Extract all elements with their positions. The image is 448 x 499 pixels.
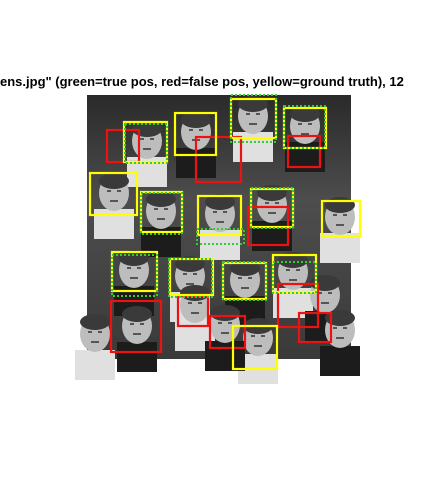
true-positive-box <box>124 123 168 164</box>
true-positive-box <box>196 228 245 245</box>
detections-layer <box>88 94 362 371</box>
ground-truth-box <box>122 120 169 164</box>
true-positive-box <box>168 258 213 298</box>
ground-truth-box <box>231 324 279 371</box>
false-positive-box <box>176 294 210 328</box>
true-positive-box <box>111 254 158 297</box>
false-positive-box <box>208 314 247 350</box>
ground-truth-box <box>229 97 278 140</box>
false-positive-box <box>286 134 322 169</box>
child-face <box>75 314 115 380</box>
true-positive-box <box>250 187 294 229</box>
true-positive-box <box>283 105 326 149</box>
ground-truth-box <box>196 194 243 237</box>
ground-truth-box <box>173 111 218 157</box>
ground-truth-box <box>221 261 268 301</box>
false-positive-box <box>194 135 243 184</box>
child-face <box>117 306 157 372</box>
true-positive-box <box>272 261 317 294</box>
child-face <box>94 173 134 239</box>
ground-truth-box <box>320 199 362 238</box>
false-positive-box <box>109 299 163 354</box>
ground-truth-box <box>110 250 159 293</box>
true-positive-box <box>140 192 183 235</box>
ground-truth-box <box>139 190 184 234</box>
true-positive-box <box>230 94 277 143</box>
ground-truth-box <box>271 253 318 294</box>
ground-truth-box <box>168 257 215 297</box>
figure-title: ens.jpg" (green=true pos, red=false pos,… <box>0 74 404 89</box>
ground-truth-box <box>88 171 139 217</box>
child-face <box>320 310 360 376</box>
true-positive-box <box>222 261 267 301</box>
false-positive-box <box>297 311 333 344</box>
